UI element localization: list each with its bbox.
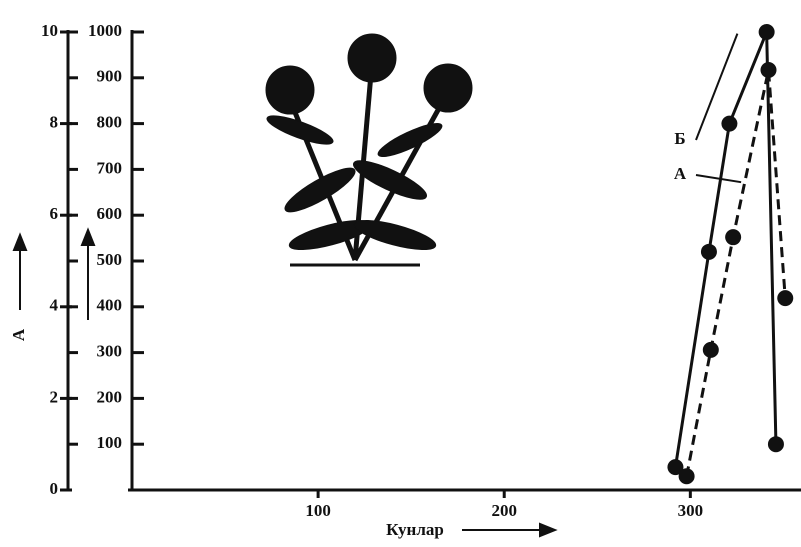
data-point bbox=[767, 436, 784, 453]
y-label-arrow bbox=[12, 227, 96, 320]
data-point bbox=[702, 341, 719, 358]
y2-tick-label: 400 bbox=[97, 296, 123, 315]
y2-tick-label: 700 bbox=[97, 158, 123, 177]
data-point bbox=[758, 24, 775, 40]
plant-illustration bbox=[265, 33, 473, 267]
y2-tick-label: 100 bbox=[97, 433, 123, 452]
data-point bbox=[721, 115, 738, 132]
y2-tick-label: 1000 bbox=[88, 21, 122, 40]
legend-label: Б bbox=[674, 129, 685, 148]
y2-tick-label: 500 bbox=[97, 250, 123, 269]
series-line bbox=[685, 69, 787, 477]
y-tick-label: 2 bbox=[50, 387, 59, 406]
data-point bbox=[678, 468, 695, 485]
data-point bbox=[760, 62, 777, 79]
data-point bbox=[725, 229, 742, 246]
data-point bbox=[700, 243, 717, 260]
y2-tick-label: 200 bbox=[97, 387, 123, 406]
y2-tick-label: 900 bbox=[97, 67, 123, 86]
x-tick-label: 200 bbox=[491, 501, 517, 520]
y-axis-label: А bbox=[9, 328, 28, 341]
y-tick-label: 8 bbox=[50, 113, 59, 132]
x-tick-label: 100 bbox=[305, 501, 331, 520]
y-tick-label: 6 bbox=[50, 204, 59, 223]
data-point bbox=[667, 459, 684, 476]
series-line bbox=[673, 31, 778, 468]
legend-leader bbox=[695, 33, 739, 141]
x-axis-label: Кунлар bbox=[386, 520, 444, 539]
y-tick-label: 4 bbox=[50, 296, 59, 315]
legend-leader bbox=[695, 174, 742, 184]
y-tick-label: 10 bbox=[41, 21, 58, 40]
y2-tick-label: 800 bbox=[97, 113, 123, 132]
y2-tick-label: 300 bbox=[97, 342, 123, 361]
data-point bbox=[777, 290, 794, 307]
x-tick-label: 300 bbox=[678, 501, 704, 520]
x-label-arrow bbox=[462, 522, 558, 538]
y-tick-label: 0 bbox=[50, 479, 59, 498]
y2-tick-label: 600 bbox=[97, 204, 123, 223]
legend-label: А bbox=[674, 164, 687, 183]
